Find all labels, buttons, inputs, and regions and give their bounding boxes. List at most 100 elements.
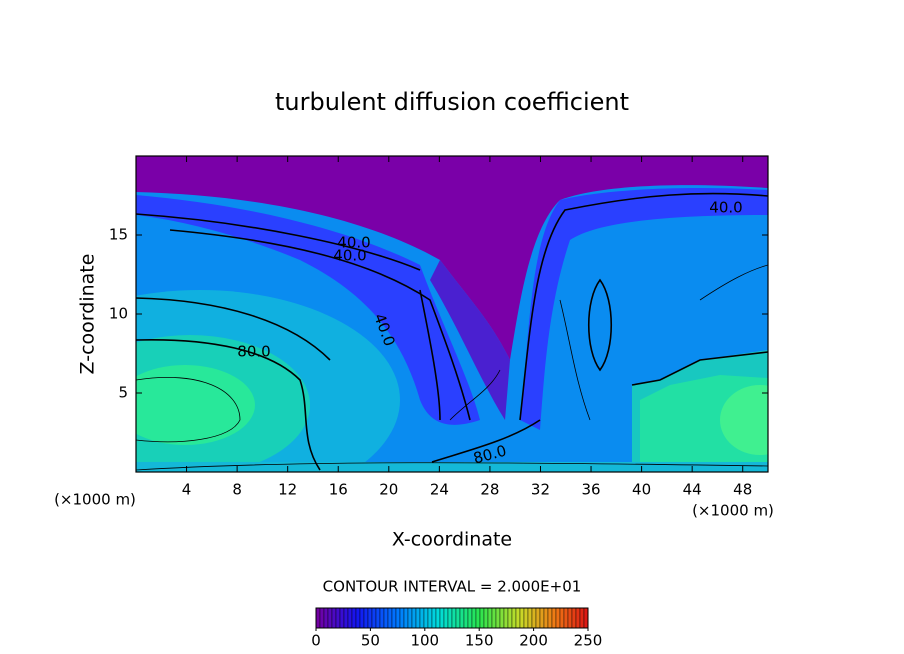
- colorbar-swatch: [423, 607, 429, 629]
- colorbar-swatch: [387, 607, 393, 629]
- colorbar-swatch: [559, 607, 565, 629]
- x-tick-label: 20: [379, 481, 398, 499]
- colorbar-swatch: [475, 607, 481, 629]
- colorbar-swatch: [567, 607, 573, 629]
- colorbar-swatch: [575, 607, 581, 629]
- colorbar-swatch: [499, 607, 505, 629]
- colorbar-swatch: [583, 607, 589, 629]
- colorbar-swatch: [471, 607, 477, 629]
- colorbar-swatch: [531, 607, 537, 629]
- colorbar-swatch: [347, 607, 353, 629]
- colorbar-swatch: [455, 607, 461, 629]
- x-tick-label: 48: [733, 481, 752, 499]
- colorbar-swatch: [451, 607, 457, 629]
- colorbar-swatch: [483, 607, 489, 629]
- colorbar-swatch: [459, 607, 465, 629]
- colorbar-swatch: [447, 607, 453, 629]
- colorbar-swatch: [403, 607, 409, 629]
- colorbar-swatch: [359, 607, 365, 629]
- colorbar-swatch: [535, 607, 541, 629]
- contour-label: 40.0: [337, 234, 370, 252]
- x-unit-right: (×1000 m): [692, 502, 774, 520]
- colorbar-swatch: [355, 607, 361, 629]
- colorbar-swatch: [335, 607, 341, 629]
- colorbar-swatch: [411, 607, 417, 629]
- colorbar-swatch: [363, 607, 369, 629]
- colorbar-swatch: [563, 607, 569, 629]
- x-tick-label: 4: [182, 481, 192, 499]
- x-axis-label: X-coordinate: [392, 529, 512, 551]
- x-tick-label: 8: [232, 481, 242, 499]
- colorbar-swatch: [351, 607, 357, 629]
- colorbar-swatch: [523, 607, 529, 629]
- colorbar-swatch: [495, 607, 501, 629]
- colorbar-swatch: [555, 607, 561, 629]
- colorbar-swatch: [543, 607, 549, 629]
- contour-label: 40.0: [709, 199, 742, 217]
- colorbar-swatch: [443, 607, 449, 629]
- colorbar-swatch: [515, 607, 521, 629]
- y-tick-label: 10: [109, 305, 128, 323]
- colorbar-tick-label: 150: [465, 632, 494, 650]
- colorbar-swatch: [339, 607, 345, 629]
- colorbar-swatch: [479, 607, 485, 629]
- colorbar-swatch: [439, 607, 445, 629]
- colorbar-frame: [315, 607, 589, 629]
- y-tick-label: 15: [109, 226, 128, 244]
- colorbar-swatch: [327, 607, 333, 629]
- chart-title: turbulent diffusion coefficient: [275, 88, 629, 116]
- colorbar-swatch: [547, 607, 553, 629]
- colorbar-swatch: [487, 607, 493, 629]
- colorbar-swatch: [319, 607, 325, 629]
- colorbar-swatch: [407, 607, 413, 629]
- colorbar-swatch: [431, 607, 437, 629]
- x-tick-label: 24: [430, 481, 449, 499]
- colorbar-swatch: [395, 607, 401, 629]
- colorbar-swatch: [491, 607, 497, 629]
- colorbar-swatch: [415, 607, 421, 629]
- colorbar-swatch: [315, 607, 321, 629]
- y-axis-label: Z-coordinate: [77, 254, 99, 375]
- colorbar-swatch: [571, 607, 577, 629]
- colorbar-swatch: [367, 607, 373, 629]
- colorbar-tick-label: 100: [410, 632, 439, 650]
- x-tick-label: 32: [531, 481, 550, 499]
- colorbar-swatch: [511, 607, 517, 629]
- colorbar-swatch: [503, 607, 509, 629]
- colorbar-swatch: [391, 607, 397, 629]
- colorbar-swatch: [343, 607, 349, 629]
- colorbar-swatch: [551, 607, 557, 629]
- colorbar-swatch: [539, 607, 545, 629]
- colorbar-swatch: [379, 607, 385, 629]
- x-tick-label: 40: [632, 481, 651, 499]
- y-tick-label: 5: [118, 384, 128, 402]
- colorbar-swatch: [419, 607, 425, 629]
- field: [136, 156, 768, 472]
- colorbar-tick-label: 0: [311, 632, 321, 650]
- colorbar-swatch: [375, 607, 381, 629]
- x-tick-label: 36: [581, 481, 600, 499]
- colorbar-swatch: [383, 607, 389, 629]
- colorbar-swatch: [427, 607, 433, 629]
- colorbar-swatch: [371, 607, 377, 629]
- colorbar-swatch: [463, 607, 469, 629]
- colorbar-swatch: [507, 607, 513, 629]
- x-tick-label: 44: [683, 481, 702, 499]
- contour-interval: CONTOUR INTERVAL = 2.000E+01: [323, 578, 582, 596]
- colorbar-swatch: [527, 607, 533, 629]
- colorbar-swatch: [467, 607, 473, 629]
- colorbar-swatch: [331, 607, 337, 629]
- colorbar-swatch: [323, 607, 329, 629]
- colorbar-swatch: [519, 607, 525, 629]
- x-tick-label: 16: [329, 481, 348, 499]
- contour-label: 40.0: [333, 247, 366, 265]
- colorbar-tick-label: 200: [519, 632, 548, 650]
- colorbar-swatch: [435, 607, 441, 629]
- colorbar-swatch: [399, 607, 405, 629]
- x-unit-left: (×1000 m): [54, 491, 136, 509]
- colorbar-tick-label: 50: [361, 632, 380, 650]
- x-tick-label: 12: [278, 481, 297, 499]
- contour-label: 80.0: [237, 343, 270, 361]
- x-tick-label: 28: [480, 481, 499, 499]
